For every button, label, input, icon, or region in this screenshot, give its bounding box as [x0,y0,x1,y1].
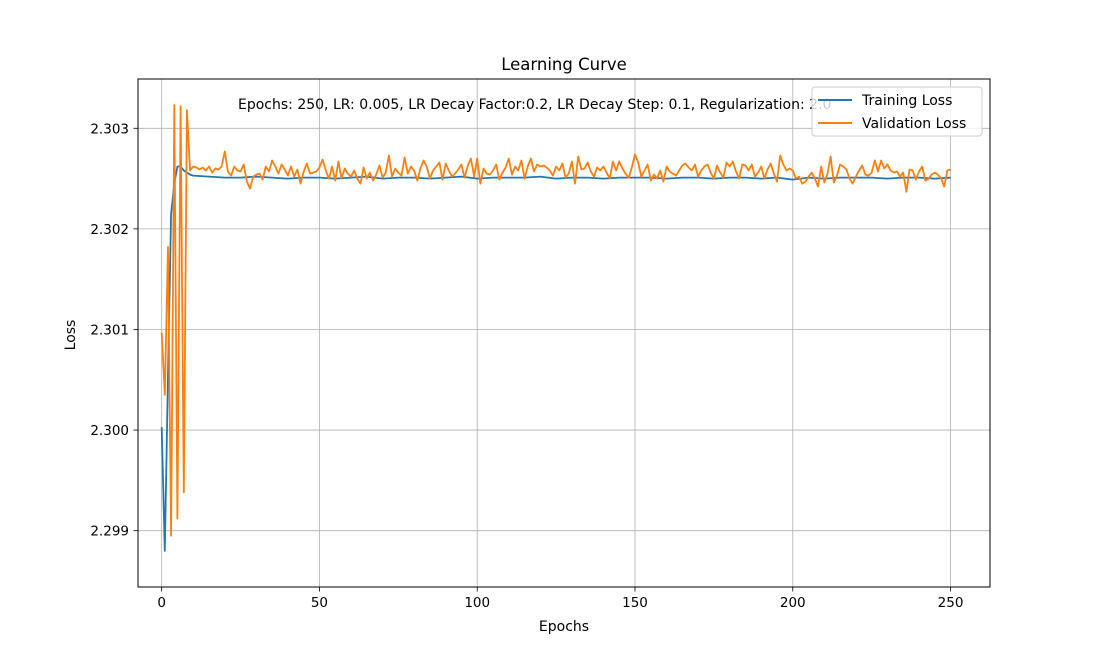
validation-loss-line [160,104,951,537]
y-tick-label: 2.301 [90,322,129,338]
training-loss-legend-label: Training Loss [861,93,952,109]
x-tick-label: 200 [780,595,806,611]
x-tick-label: 50 [311,595,328,611]
legend-box [811,86,983,137]
x-tick-label: 150 [622,595,648,611]
training-loss-line [160,165,951,552]
y-tick-label: 2.300 [90,423,129,439]
validation-loss-legend-label: Validation Loss [862,116,966,132]
legend: Training Loss Validation Loss [811,86,983,137]
x-tick-label: 100 [464,595,490,611]
series-lines [160,104,951,552]
plot-frame [137,78,991,588]
x-tick-label: 0 [157,595,166,611]
chart-annotation: Epochs: 250, LR: 0.005, LR Decay Factor:… [238,97,831,113]
y-ticks: 2.299 2.300 2.301 2.302 2.303 [90,121,138,540]
x-ticks: 0 50 100 150 200 250 [157,587,963,611]
x-tick-label: 250 [938,595,964,611]
y-tick-label: 2.299 [90,524,129,540]
y-tick-label: 2.303 [90,121,129,137]
chart-title: Learning Curve [501,55,627,74]
y-tick-label: 2.302 [90,222,129,238]
y-axis-label: Loss [63,320,79,351]
x-axis-label: Epochs [539,619,589,635]
